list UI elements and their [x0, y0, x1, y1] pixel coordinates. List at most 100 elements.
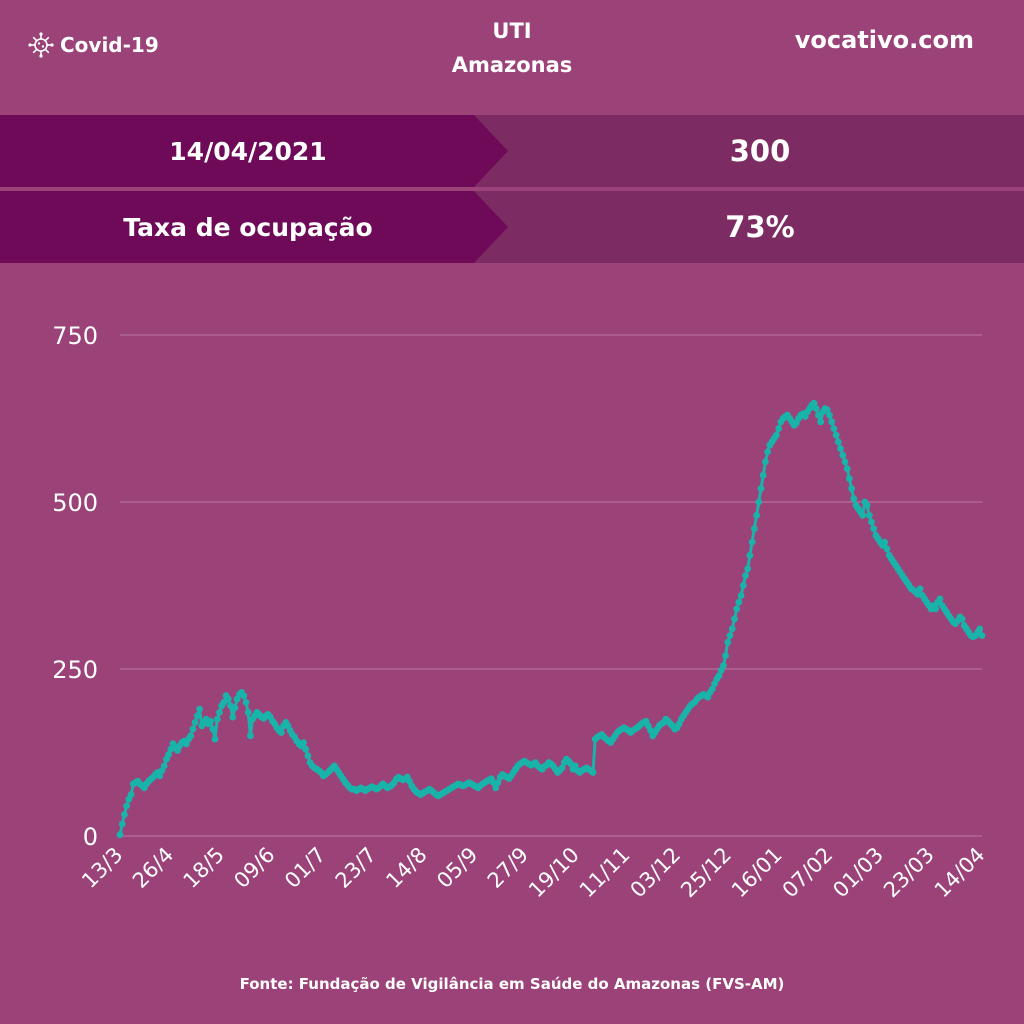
data-point: [746, 552, 754, 559]
data-point: [843, 465, 851, 472]
data-point: [823, 406, 831, 414]
data-point: [229, 713, 237, 721]
data-point: [817, 418, 825, 426]
data-point: [492, 784, 500, 792]
data-point: [846, 475, 853, 482]
data-point: [775, 425, 783, 432]
data-point: [859, 512, 866, 519]
data-point: [118, 820, 126, 828]
x-tick-label: 03/12: [626, 843, 686, 903]
data-point: [121, 811, 128, 818]
data-point: [156, 772, 164, 780]
data-point: [773, 431, 780, 439]
data-point: [216, 709, 223, 716]
x-tick-label: 19/10: [524, 843, 584, 903]
data-point: [715, 672, 723, 680]
source-note: Fonte: Fundação de Vigilância em Saúde d…: [239, 975, 785, 993]
data-point: [302, 745, 310, 753]
data-point: [832, 431, 840, 439]
data-point: [881, 538, 889, 546]
occupancy-label: Taxa de ocupação: [123, 212, 373, 242]
data-point: [757, 485, 765, 492]
data-point: [737, 592, 745, 599]
header: Covid-19 UTI Amazonas vocativo.com: [0, 0, 1024, 100]
row-background: [0, 115, 1024, 187]
row-background: [0, 191, 1024, 263]
x-tick-label: 07/02: [778, 843, 838, 903]
data-point: [558, 764, 566, 772]
page-subtitle: Amazonas: [451, 53, 573, 77]
data-point: [127, 791, 135, 798]
data-point: [735, 598, 743, 606]
x-tick-label: 05/9: [432, 843, 482, 893]
data-point: [708, 685, 716, 693]
x-tick-label: 18/5: [179, 843, 229, 893]
data-point: [837, 445, 844, 452]
data-point: [739, 582, 747, 589]
data-point: [868, 518, 875, 526]
data-point: [839, 451, 847, 459]
data-point: [194, 712, 201, 720]
data-point: [304, 752, 312, 760]
data-point: [826, 411, 833, 419]
brand-label: Covid-19: [60, 33, 159, 57]
x-tick-label: 11/11: [575, 843, 635, 903]
stats-row-occupancy: Taxa de ocupação 73%: [0, 191, 1024, 263]
icu-count-value: 300: [729, 134, 791, 168]
data-point: [834, 438, 842, 446]
x-tick-label: 23/03: [879, 843, 939, 903]
data-point: [750, 525, 758, 533]
data-point: [189, 725, 197, 733]
data-point: [932, 605, 939, 613]
data-point: [764, 448, 771, 456]
data-point: [812, 405, 820, 412]
x-tick-label: 14/8: [381, 843, 431, 893]
data-point: [733, 605, 741, 613]
data-point: [165, 751, 173, 758]
x-tick-label: 01/7: [280, 843, 330, 893]
site-logo: vocativo.com: [794, 26, 974, 54]
y-tick-label: 500: [52, 489, 98, 517]
data-point: [160, 762, 168, 770]
data-point: [958, 615, 966, 623]
data-point: [744, 565, 752, 573]
data-point: [247, 732, 254, 740]
x-tick-label: 09/6: [229, 843, 279, 893]
data-point: [724, 638, 732, 646]
data-point: [187, 732, 195, 740]
virus-icon: [28, 32, 54, 58]
y-tick-label: 750: [52, 322, 98, 350]
data-point: [748, 538, 756, 546]
x-tick-label: 01/03: [828, 843, 888, 903]
data-point: [300, 739, 307, 746]
x-tick-label: 25/12: [676, 843, 736, 903]
data-point: [936, 595, 944, 603]
data-point: [850, 495, 858, 503]
page-title: UTI: [492, 19, 532, 43]
data-point: [916, 585, 924, 593]
data-point: [762, 458, 769, 466]
data-point: [883, 545, 891, 553]
data-point: [209, 725, 217, 733]
data-point: [978, 632, 986, 639]
data-point: [242, 699, 250, 706]
data-point: [244, 709, 252, 716]
stats-row-date: 14/04/2021 300: [0, 115, 1024, 187]
data-point: [196, 705, 204, 713]
occupancy-value: 73%: [725, 210, 795, 244]
data-point: [810, 399, 818, 407]
data-point: [976, 625, 984, 633]
data-point: [277, 729, 285, 736]
data-point: [759, 471, 767, 479]
data-point: [722, 652, 729, 659]
data-point: [742, 572, 749, 579]
data-point: [211, 735, 219, 743]
data-point: [726, 632, 734, 639]
series-line: [118, 401, 984, 836]
data-point: [731, 615, 738, 623]
y-tick-label: 0: [83, 823, 98, 851]
data-point: [116, 831, 124, 839]
brand: Covid-19: [28, 32, 159, 58]
data-point: [240, 692, 248, 700]
